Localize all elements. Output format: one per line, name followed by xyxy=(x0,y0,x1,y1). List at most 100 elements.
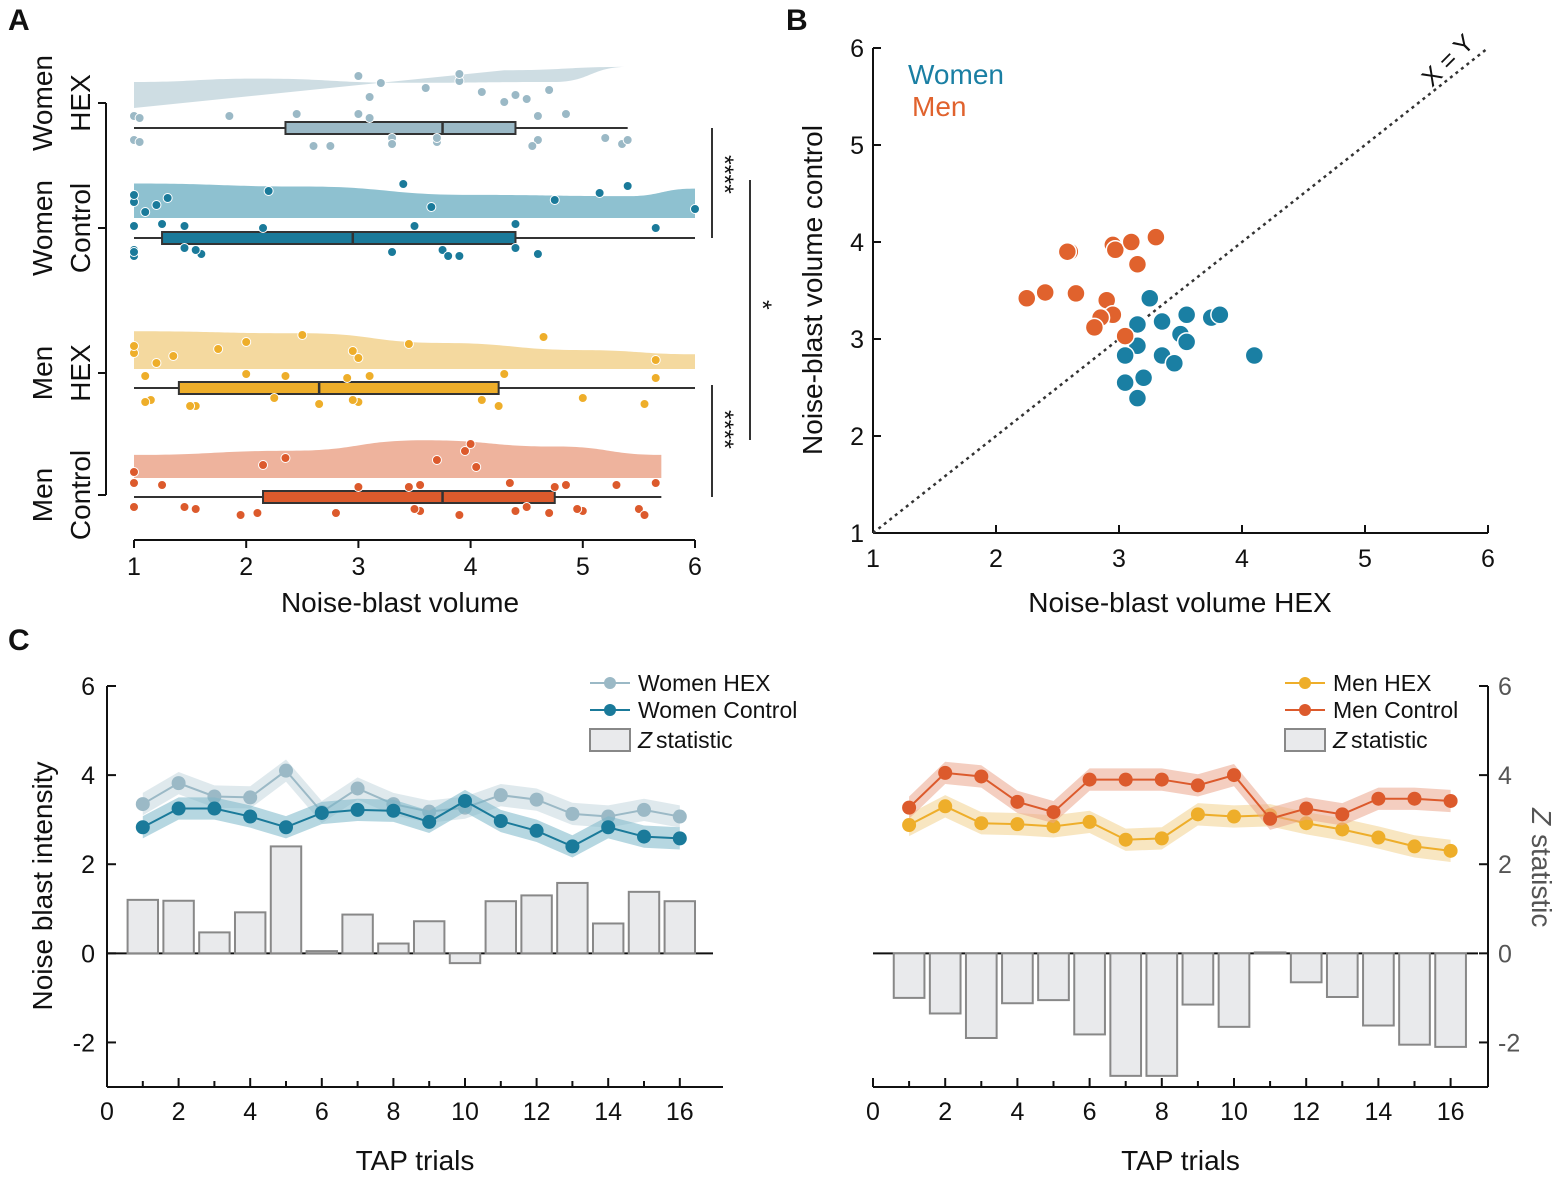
group-label-line1: Men xyxy=(27,468,58,522)
z-bar xyxy=(448,952,482,965)
series-point xyxy=(243,809,258,824)
rain-point xyxy=(493,401,504,411)
rain-point xyxy=(314,399,325,409)
z-bar xyxy=(377,942,410,955)
series-point xyxy=(1443,843,1458,858)
rain-point xyxy=(224,111,235,121)
series-point xyxy=(1046,805,1061,820)
z-bar xyxy=(1325,952,1359,998)
rain-point xyxy=(532,135,543,145)
series-point xyxy=(1118,772,1133,787)
men-point xyxy=(1084,317,1105,338)
cloud-point xyxy=(454,69,465,79)
women-point xyxy=(1127,314,1148,335)
cloud-point xyxy=(297,330,308,340)
x-tick-label: 6 xyxy=(1481,545,1495,573)
cloud-point xyxy=(280,453,291,463)
legend-label: Men Control xyxy=(1333,697,1458,723)
rain-point xyxy=(179,502,190,512)
rain-point xyxy=(549,482,560,492)
cloud-point xyxy=(375,78,386,88)
rain-point xyxy=(454,251,465,261)
legend-marker xyxy=(604,704,616,716)
legend-marker xyxy=(604,677,616,689)
series-point xyxy=(279,820,293,835)
identity-line xyxy=(872,47,1489,534)
rain-point xyxy=(353,482,364,492)
z-bar xyxy=(1434,952,1467,1048)
y-tick-label: 6 xyxy=(81,673,95,701)
box xyxy=(262,490,556,504)
y-tick-label: 4 xyxy=(850,229,864,257)
series-point xyxy=(1443,793,1458,808)
cloud-point xyxy=(650,355,661,365)
y-tick-label: -2 xyxy=(1498,1029,1520,1057)
rain-point xyxy=(521,502,532,512)
rain-point xyxy=(639,510,650,520)
rain-point xyxy=(342,373,353,383)
x-tick-label: 2 xyxy=(172,1098,186,1126)
cloud-point xyxy=(151,200,162,210)
z-bar xyxy=(663,900,697,955)
series-point xyxy=(1154,831,1169,846)
women-point xyxy=(1176,305,1197,325)
rain-point xyxy=(190,245,201,255)
density-cloud xyxy=(134,66,628,108)
men-point xyxy=(1035,282,1055,303)
series-point xyxy=(1371,830,1386,845)
cloud-point xyxy=(140,207,151,217)
series-point xyxy=(1082,814,1097,829)
rain-point xyxy=(560,480,571,490)
z-bar xyxy=(520,894,553,955)
x-tick-label: 4 xyxy=(1010,1098,1024,1126)
series-point xyxy=(350,802,365,817)
y-tick-label: 0 xyxy=(81,940,95,968)
series-point xyxy=(601,820,616,835)
series-line xyxy=(142,799,680,848)
group-label-line1: Women xyxy=(27,55,58,151)
women-point xyxy=(1176,332,1197,352)
panel-letter-c: C xyxy=(8,624,30,657)
x-tick-label: 4 xyxy=(1235,545,1249,573)
cloud-point xyxy=(622,181,633,191)
x-tick-label: 1 xyxy=(127,553,141,581)
men-point xyxy=(1121,232,1142,252)
x-tick-label: 14 xyxy=(1364,1098,1392,1126)
series-point xyxy=(1190,807,1205,822)
panel-c-right-men: 0 2 4 6 8 10 12 14 16 -2 0 2 4 6 TAP trials Men HEXMen … xyxy=(866,670,1557,1176)
cloud-point xyxy=(538,332,549,342)
y-axis-title: Noise-blast volume control xyxy=(797,125,828,455)
series-point xyxy=(529,823,544,838)
z-bar xyxy=(892,952,926,999)
rain-point xyxy=(140,397,151,407)
rain-point xyxy=(650,478,661,488)
rain-point xyxy=(476,395,487,405)
legend-z-label: statistic xyxy=(656,727,733,753)
series-point xyxy=(1263,811,1278,826)
y-axis-title: Noise blast intensity xyxy=(27,761,58,1010)
group-label-line2: HEX xyxy=(65,344,96,402)
series-point xyxy=(243,790,258,805)
rain-point xyxy=(633,504,644,514)
x-axis-title: Noise-blast volume xyxy=(281,587,519,618)
series-point xyxy=(637,829,651,844)
density-cloud xyxy=(134,331,695,369)
z-bar xyxy=(412,920,446,955)
cloud-point xyxy=(594,188,605,198)
cloud-point xyxy=(476,87,487,97)
rain-point xyxy=(532,249,543,259)
cloud-point xyxy=(364,92,375,102)
women-point xyxy=(1164,353,1185,373)
cloud-point xyxy=(499,97,510,107)
rain-point xyxy=(347,395,358,405)
rain-point xyxy=(510,243,521,253)
z-bar xyxy=(1253,951,1287,955)
cloud-point xyxy=(162,193,173,203)
rain-point xyxy=(157,219,168,229)
z-bar xyxy=(198,931,231,955)
cloud-point xyxy=(353,71,364,81)
y-tick-label: 0 xyxy=(1498,940,1512,968)
series-point xyxy=(1010,817,1025,832)
series-point xyxy=(1154,772,1169,787)
